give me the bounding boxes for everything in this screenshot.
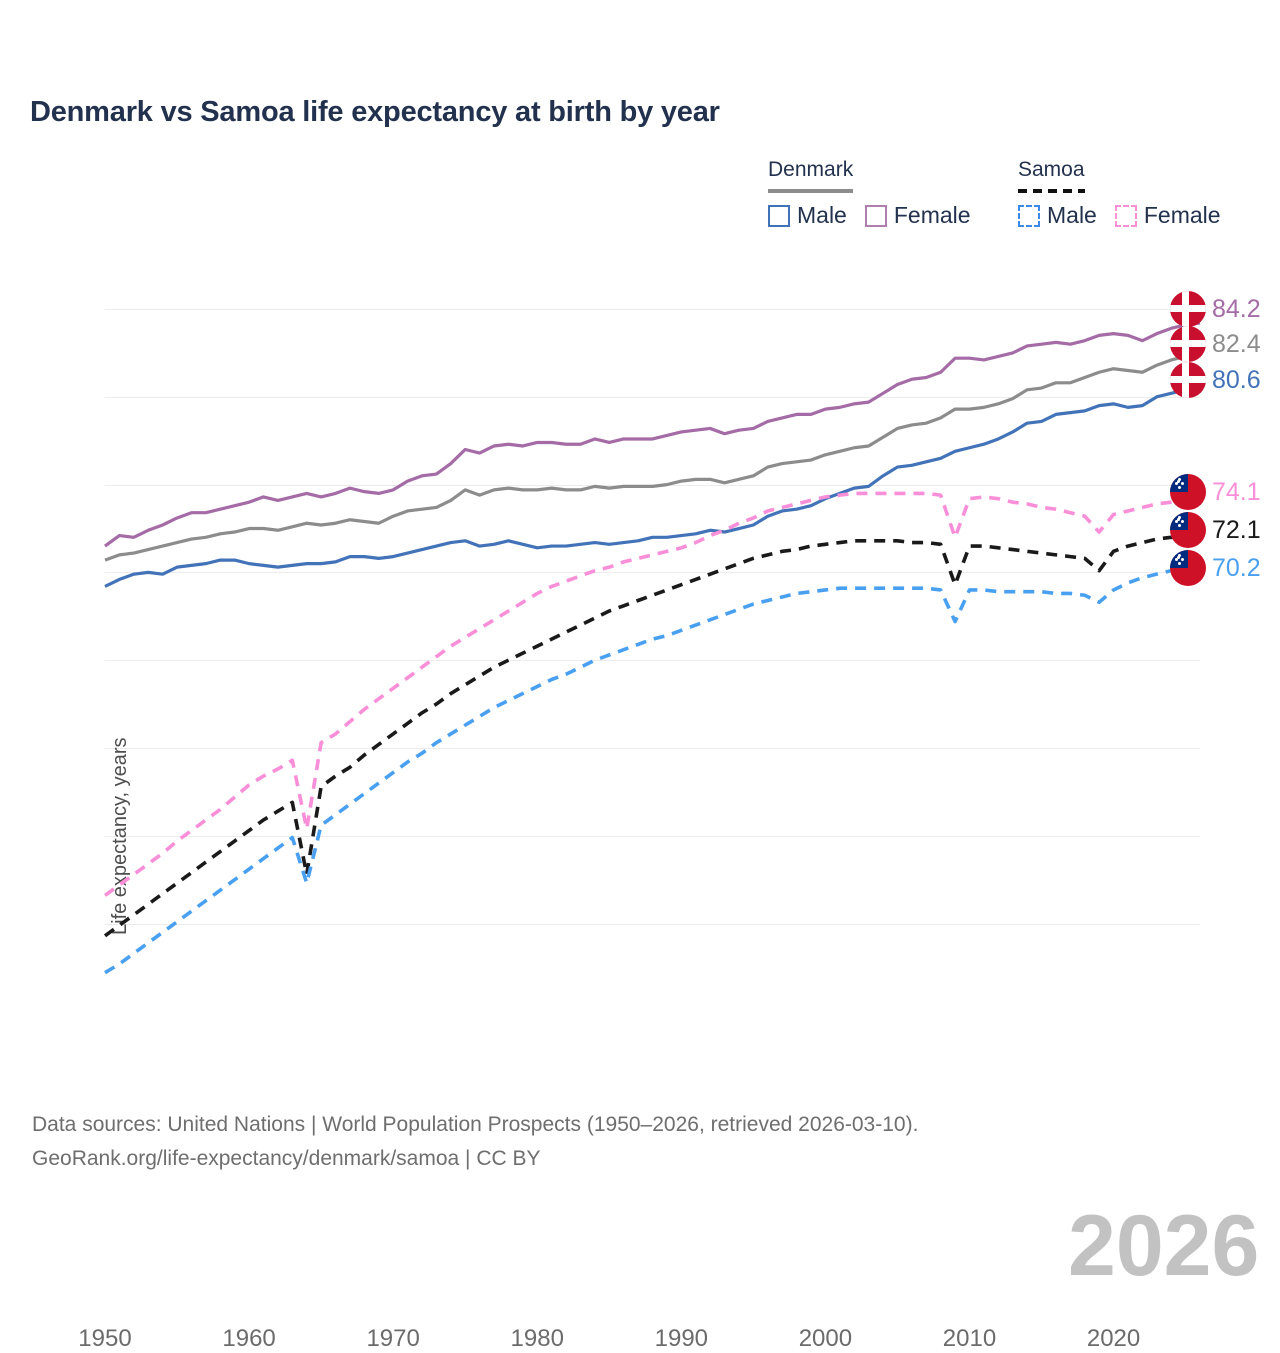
gridline [105,396,1200,398]
series-line [104,321,1201,548]
flag-canton [1170,512,1188,530]
legend-rule-denmark [768,189,854,193]
samoa-flag-icon [1170,512,1206,548]
endpoint-value: 82.4 [1212,329,1261,358]
legend-item-samoa-female[interactable]: Female [1114,202,1221,229]
endpoint-label: 72.1 [1170,512,1261,548]
legend-country-denmark: Denmark [768,158,854,181]
endpoint-value: 72.1 [1212,515,1261,544]
series-line [104,384,1201,588]
endpoint-value: 80.6 [1212,365,1261,394]
page-title: Denmark vs Samoa life expectancy at birt… [30,96,720,128]
x-axis-tick-label: 2020 [1086,1325,1141,1352]
x-axis-tick-label: 1980 [510,1325,564,1352]
x-axis-tick-label: 2000 [798,1325,853,1352]
chart-container: Denmark vs Samoa life expectancy at birt… [30,96,1261,1352]
flag-star-icon [1181,482,1184,485]
series-lines [103,321,1201,975]
denmark-flag-icon [1170,362,1206,398]
footer-line-1: Data sources: United Nations | World Pop… [32,1113,919,1136]
flag-star-icon [1177,556,1180,559]
flag-star-icon [1178,554,1181,557]
samoa-flag-icon [1170,550,1206,586]
flag-star-icon [1178,486,1181,489]
legend-swatch-icon-denmark-male [768,204,790,227]
flag-star-icon [1181,520,1184,523]
legend-label-samoa-male: Male [1047,202,1097,228]
legend-country-samoa: Samoa [1018,158,1085,181]
endpoint-label: 70.2 [1170,550,1261,586]
samoa-flag-icon [1170,474,1206,510]
legend-group-samoa: Samoa [1018,158,1085,193]
legend-item-denmark-male[interactable]: Male [768,202,847,229]
gridline [105,309,1200,311]
footer-line-2[interactable]: GeoRank.org/life-expectancy/denmark/samo… [32,1147,541,1171]
denmark-flag-icon [1170,326,1206,362]
legend-label-samoa-female: Female [1143,202,1221,228]
x-axis-tick-label: 1960 [222,1325,276,1352]
flag-canton [1170,474,1188,492]
endpoint-label: 80.6 [1170,362,1261,398]
gridline [105,835,1200,837]
gridline [105,572,1200,574]
legend-items-denmark: Male Female [768,202,971,229]
legend-item-samoa-male[interactable]: Male [1018,202,1097,229]
gridline [105,747,1200,749]
flag-star-icon [1175,558,1178,561]
flag-star-icon [1177,480,1180,483]
chart-legend: Denmark Male Female Samoa Male F [760,158,1260,240]
endpoint-label: 82.4 [1170,326,1261,362]
series-line [103,491,1200,897]
flag-star-icon [1178,562,1181,565]
flag-star-icon [1181,558,1184,561]
legend-group-denmark: Denmark [768,158,854,193]
series-line [103,533,1201,938]
endpoint-label: 84.2 [1170,291,1261,327]
endpoint-value: 70.2 [1212,553,1261,582]
denmark-flag-icon [1170,291,1206,327]
flag-star-icon [1177,518,1180,521]
x-axis-tick-label: 2010 [942,1325,997,1352]
gridline [105,923,1200,925]
x-axis-tick-label: 1970 [366,1325,420,1352]
legend-items-samoa: Male Female [1018,202,1221,229]
legend-label-denmark-male: Male [797,202,847,228]
flag-star-icon [1178,478,1181,481]
x-axis-tick-label: 1990 [654,1325,709,1352]
legend-item-denmark-female[interactable]: Female [864,202,971,229]
legend-swatch-icon-denmark-female [864,204,887,227]
gridline [105,660,1200,662]
legend-swatch-icon-samoa-male [1018,204,1040,227]
flag-star-icon [1178,524,1181,527]
flag-star-icon [1175,482,1178,485]
plot-area: 5055606570758085 19501960197019801990200… [78,295,1259,1352]
flag-canton [1170,550,1188,568]
endpoint-label: 74.1 [1170,474,1261,510]
flag-star-icon [1178,516,1181,519]
series-line [104,567,1201,975]
legend-label-denmark-female: Female [893,202,971,228]
flag-star-icon [1175,520,1178,523]
endpoint-value: 84.2 [1212,294,1261,323]
legend-swatch-icon-samoa-female [1114,204,1137,227]
series-line [104,353,1201,562]
x-axis-tick-label: 1950 [78,1325,132,1352]
endpoint-value: 74.1 [1212,477,1261,506]
legend-rule-samoa [1018,189,1085,193]
footer-credits: Data sources: United Nations | World Pop… [32,1108,918,1176]
year-watermark: 2026 [1068,1198,1260,1294]
